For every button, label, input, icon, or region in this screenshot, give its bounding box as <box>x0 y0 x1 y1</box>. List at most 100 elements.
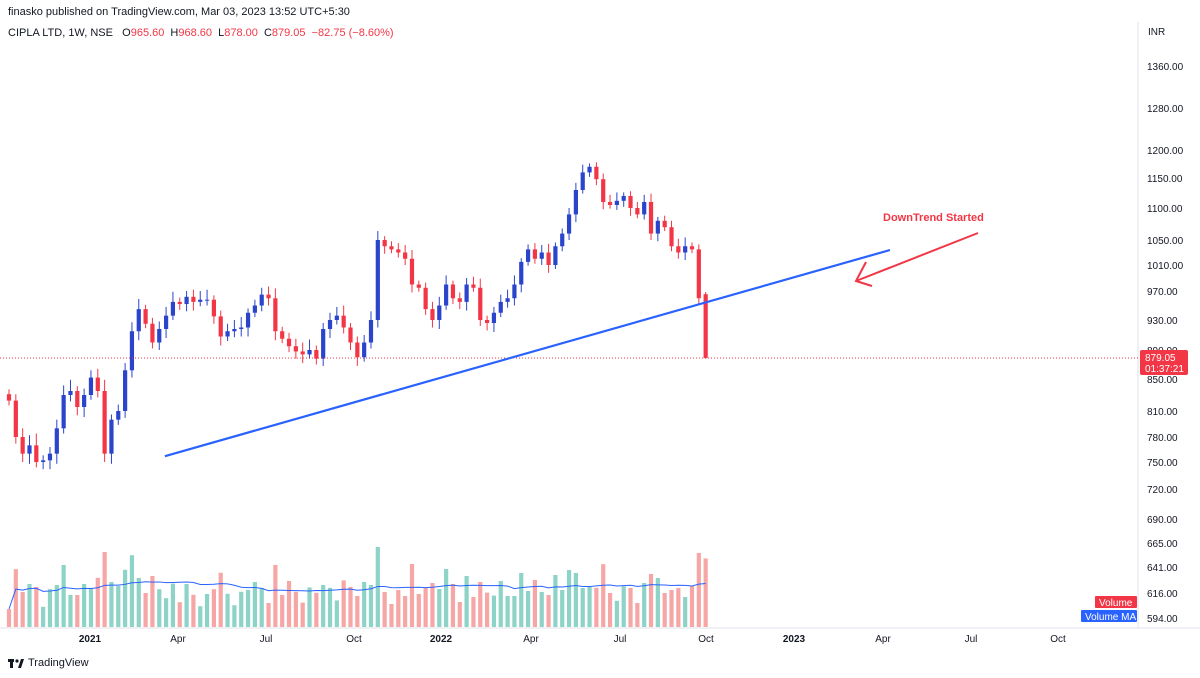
candle-body <box>464 284 469 302</box>
time-tick-label: Apr <box>875 634 891 645</box>
volume-bar <box>382 592 387 627</box>
candle-body <box>607 202 613 205</box>
candle-body <box>150 323 155 343</box>
candle-body <box>471 284 476 288</box>
candle-body <box>594 166 599 180</box>
volume-bar <box>47 589 53 627</box>
time-tick-label: Oct <box>698 634 714 645</box>
candle-body <box>6 394 12 401</box>
volume-bar <box>109 582 114 627</box>
candle-body <box>546 252 551 265</box>
candle-body <box>703 294 708 358</box>
volume-bar <box>150 576 155 627</box>
volume-bar <box>683 597 688 627</box>
candle-body <box>614 200 619 205</box>
candle-body <box>286 338 292 347</box>
candle-body <box>409 258 415 285</box>
volume-bar <box>102 552 107 627</box>
volume-bar <box>327 587 333 627</box>
candle-body <box>184 296 189 305</box>
volume-bar <box>505 596 510 627</box>
candle-body <box>621 196 626 201</box>
volume-bar <box>594 587 599 627</box>
volume-bar <box>471 597 476 627</box>
volume-bar <box>635 603 640 627</box>
candle-body <box>218 316 223 337</box>
volume-bar <box>375 547 380 627</box>
candle-body <box>635 208 640 215</box>
candle-body <box>75 391 80 407</box>
volume-bar <box>396 590 401 627</box>
candle-body <box>47 453 53 461</box>
volume-bar <box>68 595 73 627</box>
candle-body <box>177 301 182 305</box>
candle-body <box>539 252 544 259</box>
volume-bar <box>198 606 203 627</box>
volume-bar <box>409 564 415 627</box>
volume-bar <box>41 606 46 627</box>
time-tick-label: Jul <box>614 634 627 645</box>
tradingview-footer: TradingView <box>8 657 89 669</box>
candle-body <box>355 342 360 358</box>
candle-body <box>198 299 203 302</box>
volume-bar <box>116 586 121 627</box>
candle-body <box>580 172 585 190</box>
volume-bar <box>184 584 189 627</box>
candle-body <box>252 305 257 313</box>
price-tick-label: 780.00 <box>1147 433 1178 444</box>
candle-body <box>20 437 25 454</box>
candle-body <box>525 249 531 262</box>
price-tick-label: 1050.00 <box>1147 236 1184 247</box>
candle-body <box>512 284 517 299</box>
candle-body <box>362 342 367 358</box>
volume-bar <box>491 595 497 627</box>
candle-body <box>157 329 162 343</box>
candle-body <box>403 252 408 259</box>
volume-ma-line <box>8 581 706 610</box>
volume-bar <box>259 588 264 627</box>
time-tick-label: Apr <box>523 634 539 645</box>
volume-bar <box>211 589 216 627</box>
candle-body <box>61 395 66 429</box>
tradingview-brand: TradingView <box>28 657 89 669</box>
volume-bar <box>239 591 244 627</box>
candle-body <box>532 249 538 259</box>
volume-bar <box>648 574 654 627</box>
candle-body <box>566 214 572 234</box>
candle-body <box>273 298 278 332</box>
candle-body <box>327 320 333 329</box>
ohlc-low-label: L <box>218 27 225 39</box>
candle-body <box>683 246 688 253</box>
price-tick-label: 850.00 <box>1147 375 1178 386</box>
volume-bar <box>457 602 462 627</box>
volume-bar <box>532 580 538 627</box>
volume-bar <box>232 605 237 627</box>
candle-body <box>293 346 298 352</box>
candle-body <box>34 445 39 462</box>
candle-body <box>123 370 128 411</box>
volume-bar <box>61 565 66 627</box>
volume-bar <box>225 593 230 627</box>
candle-body <box>437 305 442 320</box>
price-tick-label: 1280.00 <box>1147 104 1184 115</box>
candle-body <box>519 261 524 285</box>
volume-bar <box>88 588 94 627</box>
symbol-ohlc-line: CIPLA LTD, 1W, NSE O965.60 H968.60 L878.… <box>8 27 397 39</box>
volume-bar <box>348 587 353 627</box>
candle-body <box>676 246 681 253</box>
volume-bar <box>75 595 80 627</box>
ohlc-open-value: 965.60 <box>130 27 165 39</box>
volume-bar <box>464 576 469 627</box>
price-tick-label: 720.00 <box>1147 485 1178 496</box>
candle-body <box>314 350 319 359</box>
candle-body <box>662 220 667 228</box>
volume-bar <box>245 590 251 627</box>
volume-bar <box>560 590 565 627</box>
volume-bar <box>444 569 449 627</box>
candle-body <box>239 327 244 329</box>
volume-bar <box>321 585 326 627</box>
volume-bar <box>553 575 558 627</box>
candle-body <box>307 350 312 355</box>
candle-body <box>389 246 394 250</box>
